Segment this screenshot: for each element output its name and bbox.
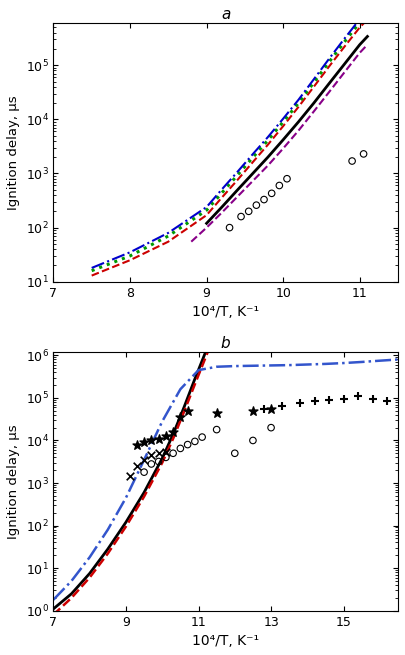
Point [279, 401, 285, 411]
Title: a: a [221, 7, 230, 22]
Point [326, 394, 333, 405]
Point [156, 448, 162, 458]
Point [297, 398, 303, 409]
Point [148, 435, 155, 445]
Point [268, 422, 274, 433]
Point [253, 200, 260, 210]
Point [134, 440, 140, 450]
X-axis label: 10⁴/T, K⁻¹: 10⁴/T, K⁻¹ [192, 305, 259, 319]
Point [163, 446, 169, 457]
Point [177, 443, 183, 454]
Point [199, 432, 205, 442]
Point [148, 450, 155, 460]
Point [369, 394, 376, 404]
Point [177, 412, 183, 422]
Point [260, 403, 267, 414]
Point [284, 174, 290, 184]
Point [141, 467, 147, 477]
Point [170, 448, 176, 458]
Point [148, 458, 155, 469]
Point [276, 180, 283, 191]
Point [134, 461, 140, 472]
Point [126, 470, 133, 481]
Point [311, 396, 318, 406]
Point [213, 407, 220, 418]
Point [192, 436, 198, 447]
Y-axis label: Ignition delay, μs: Ignition delay, μs [7, 95, 20, 210]
Point [340, 394, 347, 404]
X-axis label: 10⁴/T, K⁻¹: 10⁴/T, K⁻¹ [192, 634, 259, 648]
Point [213, 424, 220, 435]
Point [184, 405, 191, 416]
Point [261, 195, 267, 205]
Point [156, 434, 162, 444]
Point [360, 149, 367, 159]
Y-axis label: Ignition delay, μs: Ignition delay, μs [7, 424, 20, 538]
Point [156, 457, 162, 467]
Point [250, 435, 256, 445]
Point [141, 455, 147, 465]
Point [232, 448, 238, 458]
Point [170, 426, 176, 437]
Point [184, 440, 191, 450]
Point [238, 212, 244, 222]
Point [163, 452, 169, 462]
Point [384, 396, 390, 406]
Point [226, 223, 233, 233]
Point [245, 206, 252, 217]
Point [269, 188, 275, 198]
Title: b: b [221, 336, 230, 351]
Point [268, 403, 274, 414]
Point [163, 430, 169, 441]
Point [355, 391, 361, 402]
Point [250, 406, 256, 417]
Point [349, 156, 355, 166]
Point [141, 437, 147, 447]
